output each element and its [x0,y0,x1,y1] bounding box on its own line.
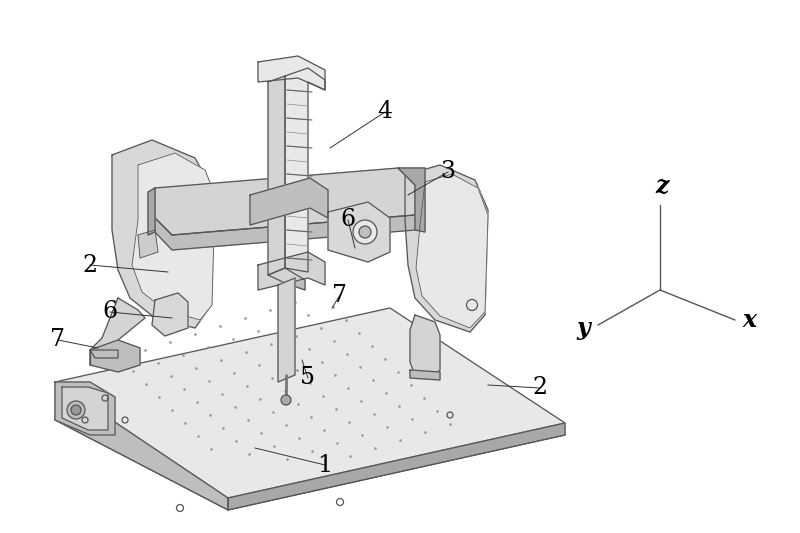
Polygon shape [90,350,118,358]
Polygon shape [138,230,158,258]
Text: x: x [742,308,756,332]
Polygon shape [112,140,210,328]
Polygon shape [258,252,325,290]
Polygon shape [410,370,440,380]
Polygon shape [55,308,565,498]
Text: y: y [576,316,590,340]
Polygon shape [55,382,228,510]
Polygon shape [228,423,565,510]
Polygon shape [278,278,295,382]
Text: 5: 5 [301,367,315,390]
Polygon shape [416,174,488,328]
Text: 3: 3 [441,160,455,183]
Text: 2: 2 [82,254,98,277]
Polygon shape [148,188,155,235]
Text: 1: 1 [318,454,333,477]
Polygon shape [90,298,145,358]
Circle shape [353,220,377,244]
Circle shape [71,405,81,415]
Circle shape [281,395,291,405]
Polygon shape [410,315,440,378]
Polygon shape [90,340,140,372]
Polygon shape [155,168,415,235]
Polygon shape [152,293,188,336]
Polygon shape [132,153,215,320]
Text: 6: 6 [341,208,355,231]
Text: 4: 4 [378,101,393,124]
Polygon shape [285,68,325,272]
Polygon shape [328,202,390,262]
Polygon shape [55,382,115,435]
Text: 6: 6 [102,301,118,324]
Polygon shape [398,168,425,232]
Text: 7: 7 [333,284,347,306]
Text: 7: 7 [50,328,66,351]
Polygon shape [250,178,328,225]
Polygon shape [155,215,415,250]
Circle shape [359,226,371,238]
Text: z: z [655,174,669,198]
Polygon shape [268,76,285,275]
Polygon shape [258,56,325,90]
Polygon shape [268,268,305,290]
Polygon shape [405,165,488,332]
Circle shape [67,401,85,419]
Text: 2: 2 [533,376,547,400]
Polygon shape [62,387,108,430]
